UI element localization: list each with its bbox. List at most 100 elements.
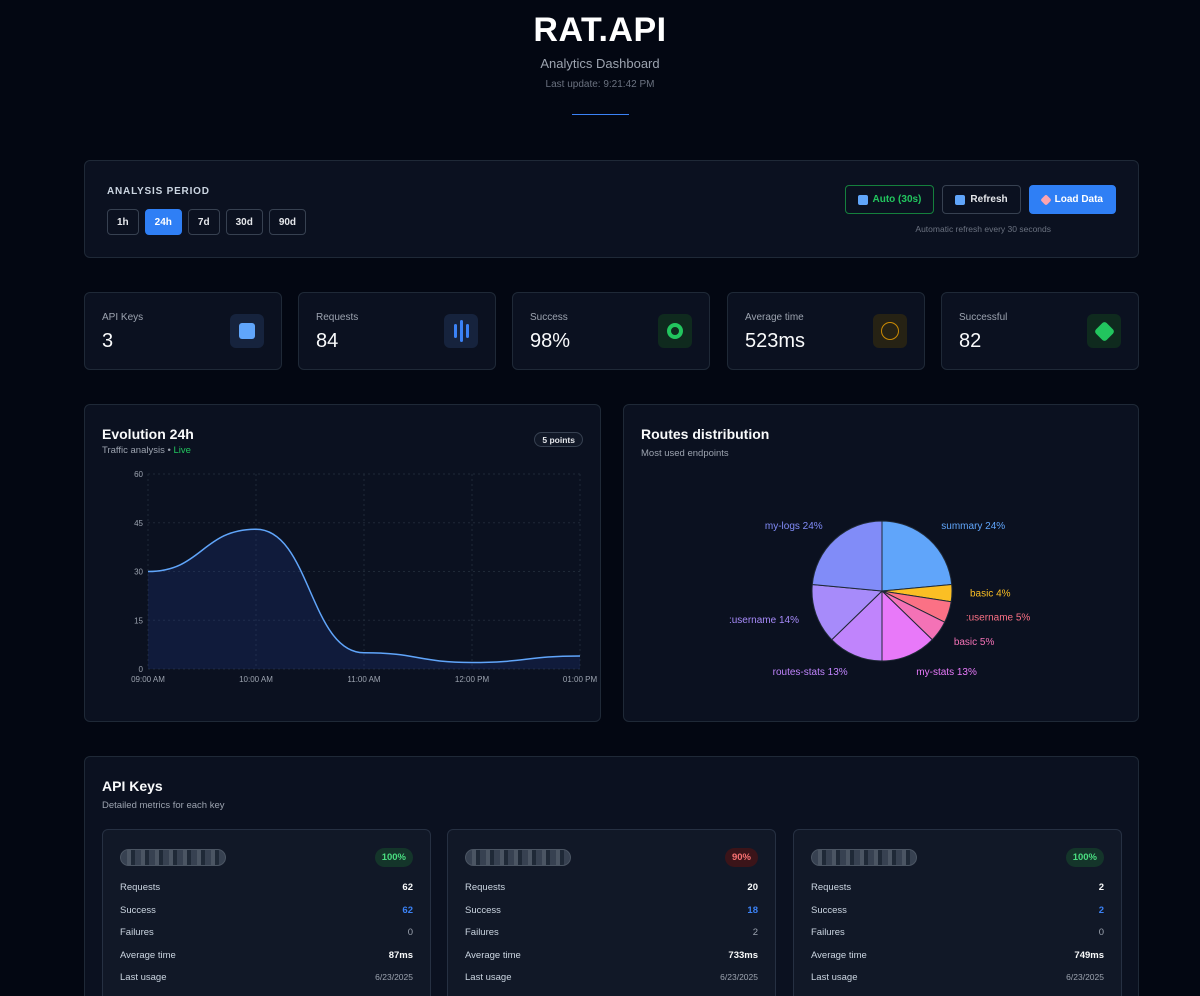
metric-value: 62 (402, 881, 413, 893)
metric-value: 18 (747, 904, 758, 916)
target-icon (658, 314, 692, 348)
stat-value: 82 (959, 330, 982, 352)
routes-title: Routes distribution (641, 426, 770, 442)
metric-label: Last usage (465, 971, 512, 983)
refresh-icon (857, 194, 868, 205)
metric-value: 0 (407, 926, 413, 938)
pie-slice (831, 589, 883, 662)
evolution-subtitle-text: Traffic analysis • (102, 445, 174, 456)
rocket-icon (1039, 193, 1052, 206)
bars-icon (444, 314, 478, 348)
metric-row-last-usage: Last usage 6/23/2025 (811, 970, 1104, 984)
refresh-label: Refresh (970, 194, 1008, 205)
api-key-name-masked (811, 849, 917, 866)
analysis-period-panel: ANALYSIS PERIOD 1h 24h 7d 30d 90d Auto (… (84, 160, 1139, 258)
success-rate-badge: 100% (1065, 848, 1104, 867)
evolution-chart-card: Evolution 24h Traffic analysis • Live 5 … (84, 404, 601, 722)
stat-card-api-keys: API Keys 3 (84, 292, 282, 370)
header-divider (571, 114, 629, 115)
series-line (147, 528, 581, 664)
period-90d-button[interactable]: 90d (268, 209, 307, 235)
routes-chart-card: Routes distribution Most used endpoints … (623, 404, 1139, 722)
pie-label: summary 24% (941, 521, 1005, 532)
stat-card-average-time: Average time 523ms (727, 292, 925, 370)
stat-value: 98% (530, 330, 571, 352)
metric-label: Average time (120, 949, 176, 961)
stat-card-success: Success 98% (512, 292, 710, 370)
pie-slice (811, 520, 883, 592)
refresh-button[interactable]: Refresh (942, 185, 1021, 214)
metric-value: 2 (752, 926, 758, 938)
x-tick-label: 09:00 AM (131, 675, 165, 684)
period-7d-button[interactable]: 7d (187, 209, 220, 235)
metric-label: Last usage (811, 971, 858, 983)
metric-label: Failures (465, 926, 499, 938)
period-1h-button[interactable]: 1h (107, 209, 139, 235)
api-key-card: 100% Requests 62 Success 62 Failures 0 Average … (102, 829, 431, 996)
auto-refresh-label: Auto (30s) (872, 194, 922, 205)
period-24h-button[interactable]: 24h (144, 209, 182, 235)
metric-value: 6/23/2025 (1066, 972, 1104, 982)
auto-refresh-button[interactable]: Auto (30s) (844, 185, 935, 214)
pie-label: my-stats 13% (916, 667, 977, 678)
metric-value: 0 (1098, 926, 1104, 938)
api-key-card: 100% Requests 2 Success 2 Failures 0 Average ti… (793, 829, 1122, 996)
pie-slice (811, 583, 884, 641)
pie-label: my-logs 24% (765, 521, 823, 532)
metric-label: Last usage (120, 971, 167, 983)
stat-value: 3 (102, 330, 114, 352)
metric-row-success: Success 2 (811, 903, 1104, 917)
metric-row-failures: Failures 2 (465, 925, 758, 939)
metric-row-last-usage: Last usage 6/23/2025 (465, 970, 758, 984)
metric-label: Requests (120, 881, 161, 893)
metric-value: 733ms (728, 949, 758, 961)
y-tick-label: 15 (134, 616, 143, 625)
metric-label: Success (811, 904, 847, 916)
pie-label: :username 14% (729, 615, 799, 626)
metric-row-requests: Requests 20 (465, 880, 758, 894)
metric-label: Average time (465, 949, 521, 961)
metric-row-success: Success 62 (120, 903, 413, 917)
last-update-text: Last update: 9:21:42 PM (545, 79, 655, 90)
x-tick-label: 11:00 AM (347, 675, 381, 684)
metric-value: 6/23/2025 (720, 972, 758, 982)
points-badge: 5 points (534, 432, 583, 447)
analysis-period-label: ANALYSIS PERIOD (107, 186, 210, 197)
success-rate-badge: 90% (724, 848, 758, 867)
metric-value: 749ms (1074, 949, 1104, 961)
x-tick-label: 12:00 PM (455, 675, 490, 684)
metric-row-success: Success 18 (465, 903, 758, 917)
metric-row-requests: Requests 2 (811, 880, 1104, 894)
x-tick-label: 10:00 AM (239, 675, 273, 684)
refresh-icon (955, 194, 966, 205)
stat-label: API Keys (102, 312, 144, 323)
metric-row-avg-time: Average time 87ms (120, 948, 413, 962)
y-tick-label: 0 (139, 665, 144, 674)
pie-label: routes-stats 13% (773, 667, 848, 678)
api-key-name-masked (120, 849, 226, 866)
metric-label: Failures (120, 926, 154, 938)
pie-label: basic 5% (954, 637, 995, 648)
stat-value: 84 (316, 330, 339, 352)
action-buttons: Auto (30s) Refresh Load Data (844, 185, 1116, 214)
metric-row-avg-time: Average time 733ms (465, 948, 758, 962)
metric-row-failures: Failures 0 (120, 925, 413, 939)
evolution-chart: 0 15 30 45 60 09:00 AM 10:00 AM 11:00 AM 12:00 P… (131, 470, 597, 684)
page-subtitle: Analytics Dashboard (540, 56, 660, 71)
load-data-button[interactable]: Load Data (1028, 185, 1116, 214)
area-fill (148, 529, 580, 669)
routes-subtitle: Most used endpoints (641, 448, 729, 459)
evolution-subtitle: Traffic analysis • Live (102, 445, 191, 456)
api-key-name-masked (465, 849, 571, 866)
stat-label: Success (530, 312, 568, 323)
api-keys-subtitle: Detailed metrics for each key (102, 800, 225, 811)
auto-refresh-note: Automatic refresh every 30 seconds (915, 224, 1051, 234)
pie-label: :username 5% (966, 613, 1031, 624)
page-title: RAT.API (533, 11, 667, 49)
metric-value: 62 (402, 904, 413, 916)
circle-icon (873, 314, 907, 348)
page-header: RAT.API Analytics Dashboard Last update:… (0, 0, 1200, 115)
stat-label: Successful (959, 312, 1008, 323)
period-30d-button[interactable]: 30d (225, 209, 263, 235)
y-tick-label: 30 (134, 568, 143, 577)
